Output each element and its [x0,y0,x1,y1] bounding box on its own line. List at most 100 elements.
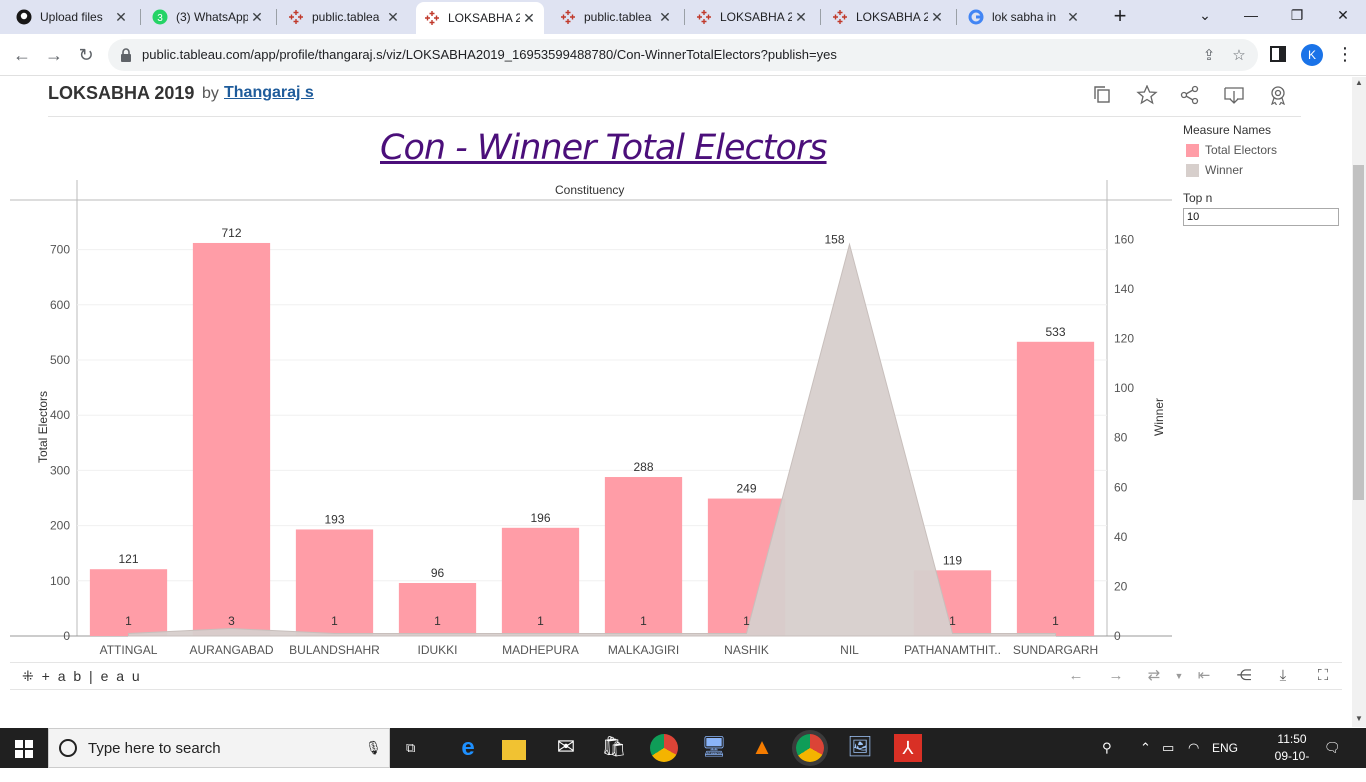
profile-avatar[interactable]: K [1301,44,1323,66]
bar-total-electors[interactable] [501,527,580,636]
restore-icon[interactable]: ❐ [1290,7,1304,23]
bar-data-label[interactable]: 249 [736,482,756,496]
tab-separator [820,9,821,25]
tab-close-icon[interactable]: ✕ [659,8,671,25]
tab-close-icon[interactable]: ✕ [523,9,535,26]
area-winner[interactable] [128,242,1056,637]
computer-icon[interactable]: 🖥 [701,736,727,758]
acrobat-icon[interactable]: ⅄ [894,734,922,762]
tab-close-icon[interactable]: ✕ [931,8,943,25]
category-label: IDUKKI [417,643,457,657]
back-icon[interactable]: ← [13,45,31,65]
download-footer-icon[interactable]: ⤓ [1279,667,1287,684]
category-label: NASHIK [724,643,769,657]
tray-chevron-icon[interactable]: ⌃ [1140,740,1151,755]
share-icon[interactable]: ⇪ [1202,47,1216,64]
bar-total-electors[interactable] [398,583,477,636]
bar-data-label[interactable]: 288 [633,460,653,474]
bar-data-label[interactable]: 193 [324,512,344,526]
scroll-up-icon[interactable]: ▲ [1355,78,1363,87]
url-text[interactable]: public.tableau.com/app/profile/thangaraj… [142,47,837,62]
tab-close-icon[interactable]: ✕ [251,8,263,25]
scroll-down-icon[interactable]: ▼ [1355,714,1363,723]
bar-data-label[interactable]: 533 [1045,325,1065,339]
bar-data-label[interactable]: 121 [118,552,138,566]
new-tab-button[interactable]: + [1113,3,1127,28]
copy-icon[interactable] [1092,85,1114,105]
paint-icon[interactable]: 🖼 [847,736,873,758]
tab-close-icon[interactable]: ✕ [1067,8,1079,25]
sheet-title: Con - Winner Total Electors [380,128,828,168]
bar-total-electors[interactable] [1016,341,1095,636]
tab-separator [684,9,685,25]
browser-tab[interactable]: LOKSABHA 2 ✕ [824,4,952,30]
tab-close-icon[interactable]: ✕ [387,8,399,25]
bar-data-label[interactable]: 96 [431,566,445,580]
fullscreen-icon[interactable]: ⛶ [1317,667,1329,684]
tableau-logo[interactable]: ⁜ + a b | e a u [22,668,142,685]
mail-icon[interactable]: ✉ [556,734,576,759]
chart-area[interactable]: 0 100 200 300 400 500 600 700 0 20 40 60 80 100 120 140… [0,180,1180,662]
browser-tab[interactable]: public.tablea ✕ [280,4,408,30]
tab-close-icon[interactable]: ✕ [795,8,807,25]
vlc-icon[interactable]: ▲ [751,734,773,759]
legend-title: Measure Names [1183,123,1272,137]
share-footer-icon[interactable]: ⋲ [1236,667,1252,684]
bar-data-label[interactable]: 196 [530,511,550,525]
left-tick-label: 600 [50,298,70,312]
people-icon[interactable]: ⚲ [1102,740,1112,755]
top-n-input[interactable] [1183,208,1339,226]
legend-item-total-electors[interactable]: Total Electors [1186,143,1277,157]
legend-item-winner[interactable]: Winner [1186,163,1243,177]
reload-icon[interactable]: ↻ [78,45,94,65]
file-explorer-icon[interactable] [502,740,526,760]
forward-icon[interactable]: → [45,45,63,65]
edge-icon[interactable]: e [461,734,475,761]
wifi-icon[interactable]: ◠ [1188,740,1200,755]
revert-dropdown-icon[interactable]: ▼ [1174,671,1184,681]
revert-icon[interactable]: ⇄ [1147,667,1161,684]
bar-total-electors[interactable] [604,477,683,636]
chrome-profile-icon[interactable] [796,734,824,762]
browser-menu-icon[interactable]: ⋮ [1336,44,1354,64]
favorite-star-icon[interactable] [1136,85,1158,105]
badge-icon[interactable] [1267,85,1289,105]
minimize-icon[interactable]: — [1244,7,1258,23]
download-icon[interactable] [1223,85,1245,105]
close-window-icon[interactable]: ✕ [1337,7,1349,23]
side-panel-icon[interactable] [1270,46,1286,62]
language-indicator[interactable]: ENG [1212,741,1239,755]
lock-icon[interactable] [120,48,132,62]
bookmark-star-icon[interactable]: ☆ [1232,47,1246,64]
category-label: AURANGABAD [189,643,273,657]
browser-tab[interactable]: LOKSABHA 2 ✕ [688,4,816,30]
tab-close-icon[interactable]: ✕ [115,8,127,25]
store-icon[interactable]: 🛍 [601,736,627,758]
address-bar[interactable]: public.tableau.com/app/profile/thangaraj… [108,39,1258,71]
browser-tab[interactable]: LOKSABHA 2 ✕ [416,2,544,34]
browser-tab[interactable]: 3 (3) WhatsApp ✕ [144,4,272,30]
right-tick-label: 120 [1114,332,1134,346]
windows-start-icon[interactable] [15,740,33,758]
bar-data-label[interactable]: 119 [943,553,962,567]
bar-data-label[interactable]: 712 [221,226,241,240]
bar-total-electors[interactable] [295,529,374,636]
share-viz-icon[interactable] [1179,85,1201,105]
bar-total-electors[interactable] [89,569,168,636]
reset-icon[interactable]: ⇤ [1197,667,1211,684]
scrollbar-thumb[interactable] [1353,165,1364,500]
tab-search-icon[interactable]: ⌄ [1199,7,1211,23]
notification-icon[interactable]: 🗨 [1324,740,1341,755]
redo-icon[interactable]: → [1108,667,1124,684]
author-link[interactable]: Thangaraj s [224,84,314,101]
browser-tab[interactable]: Upload files ✕ [8,4,136,30]
browser-tab[interactable]: lok sabha in ✕ [960,4,1088,30]
clock[interactable]: 11:50 09-10-2023 [1262,731,1322,782]
battery-icon[interactable]: ▭ [1162,740,1175,755]
browser-tab[interactable]: public.tablea ✕ [552,4,680,30]
microphone-icon[interactable]: 🎙 [365,740,382,755]
bar-total-electors[interactable] [192,242,271,636]
task-view-icon[interactable]: ⧉ [406,740,416,755]
chrome-icon[interactable] [650,734,678,762]
undo-icon[interactable]: ← [1068,667,1084,684]
